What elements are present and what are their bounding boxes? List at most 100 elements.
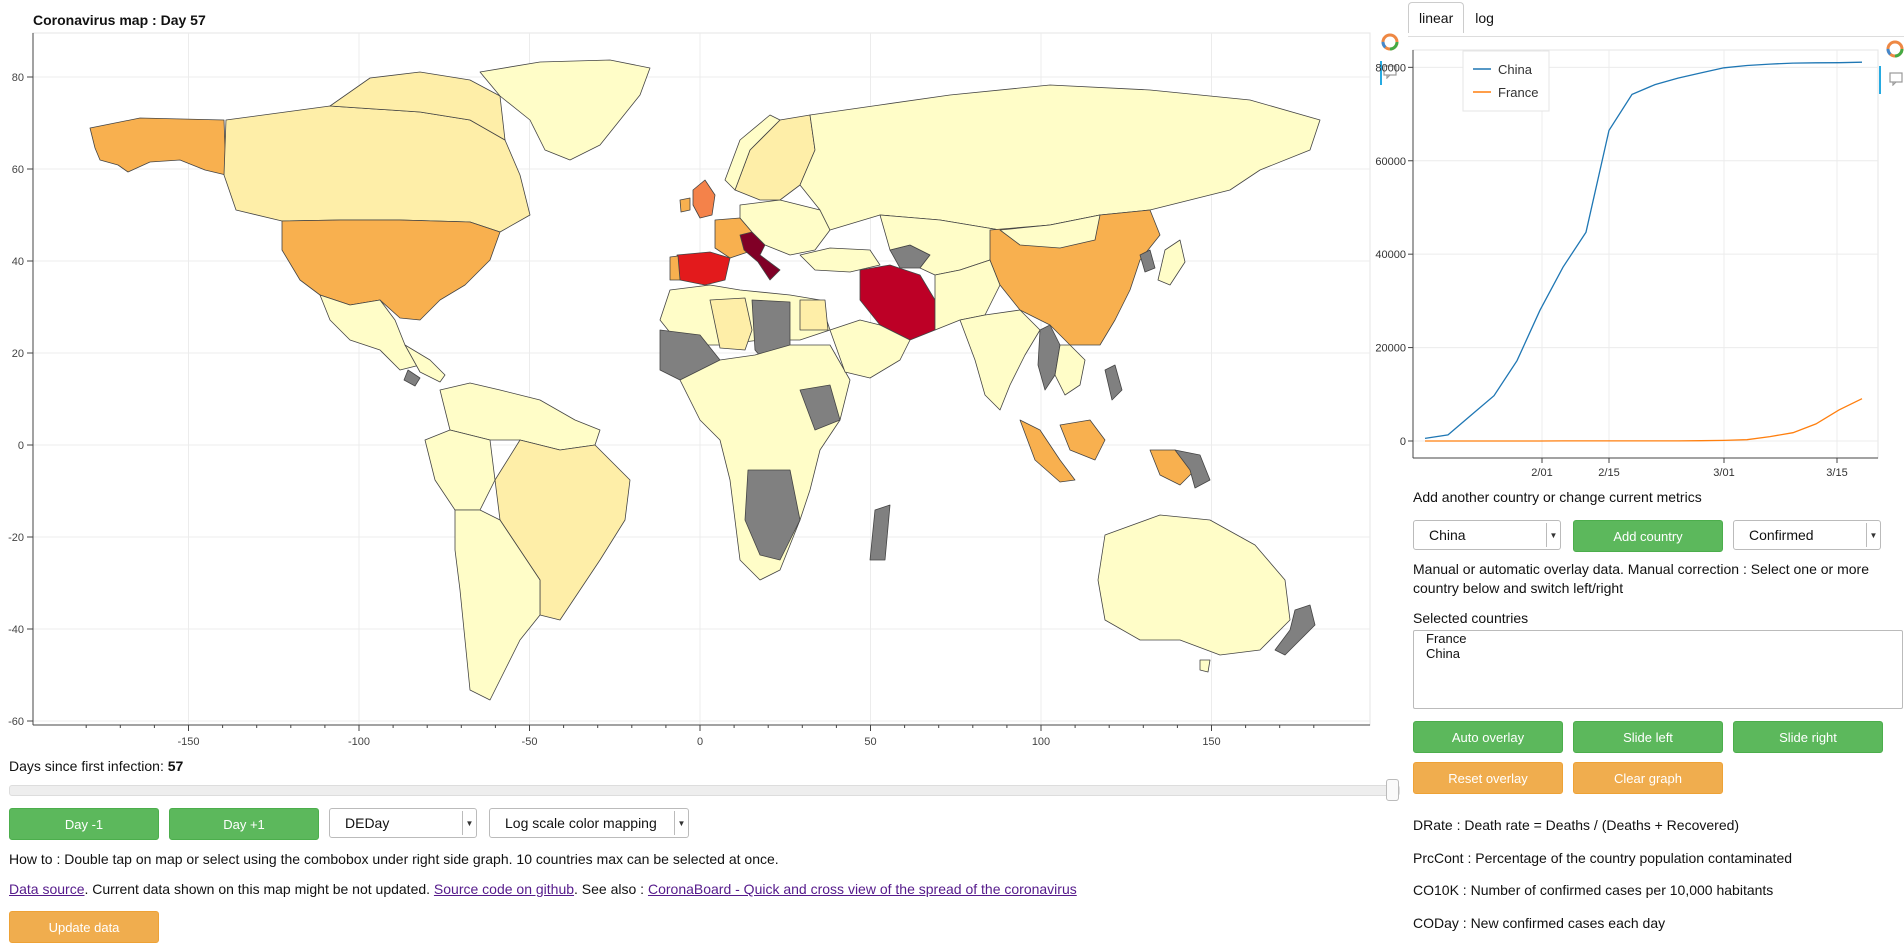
selected-countries-label: Selected countries — [1413, 610, 1529, 626]
country-spain[interactable] — [676, 251, 731, 286]
country-indochina[interactable] — [1054, 344, 1086, 396]
country-australia[interactable] — [1097, 514, 1291, 656]
bokeh-logo-icon-chart[interactable] — [1884, 38, 1904, 60]
central-europe[interactable] — [739, 199, 831, 256]
country-turkey[interactable] — [799, 247, 881, 273]
tab-linear[interactable]: linear — [1408, 2, 1465, 33]
hover-tool-icon[interactable] — [1383, 65, 1397, 79]
map-ytick-label: 40 — [12, 256, 24, 268]
country-norway[interactable] — [724, 114, 781, 191]
hover-tool-icon-chart[interactable] — [1889, 72, 1903, 86]
country-alaska[interactable] — [89, 117, 227, 176]
metric-mode-select[interactable]: DEDay ▼ — [329, 808, 477, 838]
country-uk[interactable] — [692, 179, 716, 219]
chevron-down-icon: ▼ — [462, 811, 476, 835]
map-title: Coronavirus map : Day 57 — [33, 12, 206, 28]
country-mongolia[interactable] — [999, 214, 1101, 249]
map-ytick-label: 60 — [12, 164, 24, 176]
add-country-button[interactable]: Add country — [1573, 520, 1723, 552]
day-slider-track[interactable] — [9, 785, 1400, 796]
color-scale-select[interactable]: Log scale color mapping ▼ — [489, 808, 689, 838]
country-usa[interactable] — [281, 219, 501, 321]
country-korea-grey[interactable] — [1139, 249, 1156, 273]
coronaboard-link[interactable]: CoronaBoard - Quick and cross view of th… — [647, 881, 1077, 897]
chevron-down-icon: ▼ — [1546, 523, 1560, 547]
metric-select[interactable]: Confirmed ▼ — [1733, 520, 1881, 550]
source-code-link[interactable]: Source code on github — [433, 881, 575, 897]
selected-countries-list[interactable]: France China — [1413, 630, 1903, 709]
definition-coday: CODay : New confirmed cases each day — [1413, 915, 1666, 931]
country-russia[interactable] — [799, 84, 1321, 231]
country-guatemala-grey[interactable] — [403, 369, 421, 387]
africa-grey-congo[interactable] — [744, 469, 801, 561]
country-select-value: China — [1429, 527, 1466, 543]
country-select[interactable]: China ▼ — [1413, 520, 1561, 550]
country-argentina-chile[interactable] — [454, 509, 541, 701]
country-philippines-grey[interactable] — [1104, 364, 1123, 401]
map-xtick-label: 0 — [697, 736, 703, 748]
country-madagascar-grey[interactable] — [869, 504, 891, 561]
scale-tabs[interactable]: linear log — [1408, 2, 1505, 33]
metric-select-value: Confirmed — [1749, 527, 1814, 543]
reset-overlay-button[interactable]: Reset overlay — [1413, 762, 1563, 794]
auto-overlay-button[interactable]: Auto overlay — [1413, 721, 1563, 753]
country-indonesia[interactable] — [1019, 419, 1076, 483]
active-tool-indicator-chart — [1879, 66, 1881, 94]
day-plus-button[interactable]: Day +1 — [169, 808, 319, 840]
links-line: Data source. Current data shown on this … — [9, 880, 1077, 899]
metric-mode-value: DEDay — [345, 815, 390, 831]
slide-right-button[interactable]: Slide right — [1733, 721, 1883, 753]
country-japan[interactable] — [1157, 239, 1186, 286]
country-algeria[interactable] — [709, 297, 753, 351]
country-portugal[interactable] — [669, 255, 681, 281]
howto-text: How to : Double tap on map or select usi… — [9, 851, 779, 867]
country-egypt[interactable] — [799, 299, 829, 331]
country-png-grey[interactable] — [1174, 449, 1211, 489]
bokeh-logo-icon[interactable] — [1379, 31, 1401, 53]
country-new-zealand-grey[interactable] — [1274, 604, 1316, 656]
map-ytick-label: 80 — [12, 72, 24, 84]
country-saudi-arabia[interactable] — [829, 319, 911, 379]
map-xtick-label: 150 — [1202, 736, 1220, 748]
list-item[interactable]: France — [1426, 631, 1467, 646]
central-america[interactable] — [404, 344, 446, 383]
overlay-help-text: Manual or automatic overlay data. Manual… — [1413, 561, 1870, 596]
days-value: 57 — [167, 758, 184, 774]
country-peru[interactable] — [424, 429, 496, 511]
country-ireland[interactable] — [679, 197, 691, 213]
days-since-label: Days since first infection: 57 — [9, 757, 183, 776]
tab-divider — [1408, 36, 1904, 37]
see-also-text: . See also : — [574, 881, 648, 897]
country-greenland[interactable] — [479, 59, 651, 161]
country-malaysia[interactable] — [1059, 419, 1106, 461]
data-source-link[interactable]: Data source — [9, 881, 85, 897]
slide-left-button[interactable]: Slide left — [1573, 721, 1723, 753]
map-xtick-label: 50 — [864, 736, 876, 748]
definition-prccont: PrcCont : Percentage of the country popu… — [1413, 850, 1793, 866]
map-xtick-label: -150 — [177, 736, 199, 748]
clear-graph-button[interactable]: Clear graph — [1573, 762, 1723, 794]
map-xtick-label: -50 — [522, 736, 538, 748]
definition-co10k: CO10K : Number of confirmed cases per 10… — [1413, 882, 1774, 898]
color-scale-value: Log scale color mapping — [505, 815, 657, 831]
day-slider-handle[interactable] — [1386, 779, 1399, 801]
chevron-down-icon: ▼ — [674, 811, 688, 835]
day-minus-button[interactable]: Day -1 — [9, 808, 159, 840]
map-xtick-label: -100 — [348, 736, 370, 748]
definition-drate: DRate : Death rate = Deaths / (Deaths + … — [1413, 817, 1740, 833]
map-xtick-label: 100 — [1032, 736, 1050, 748]
country-india[interactable] — [959, 309, 1041, 411]
data-note-text: . Current data shown on this map might b… — [84, 881, 434, 897]
map-ytick-label: -40 — [8, 624, 24, 636]
update-data-button[interactable]: Update data — [9, 911, 159, 943]
chevron-down-icon: ▼ — [1866, 523, 1880, 547]
africa-grey-east[interactable] — [799, 384, 841, 431]
country-tasmania[interactable] — [1199, 659, 1211, 673]
add-country-label: Add another country or change current me… — [1413, 489, 1702, 505]
list-item[interactable]: China — [1426, 646, 1460, 661]
map-ytick-label: 0 — [18, 440, 24, 452]
map-ytick-label: -20 — [8, 532, 24, 544]
tab-log[interactable]: log — [1475, 10, 1494, 26]
map-ytick-label: -60 — [8, 716, 24, 728]
